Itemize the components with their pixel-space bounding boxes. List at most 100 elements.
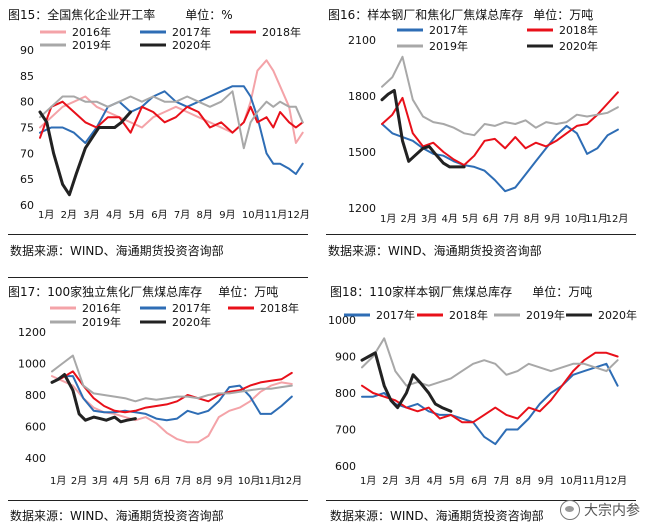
series-line-2019年 bbox=[51, 354, 293, 403]
y-tick-label: 1000 bbox=[328, 314, 356, 327]
x-tick-label: 5月 bbox=[449, 475, 465, 487]
y-tick-label: 800 bbox=[335, 387, 356, 400]
x-tick-label: 12月 bbox=[279, 475, 302, 487]
x-tick-label: 12月 bbox=[604, 475, 627, 487]
x-tick-label: 1月 bbox=[38, 209, 54, 221]
chart-unit: 单位：% bbox=[185, 8, 233, 22]
y-tick-label: 1200 bbox=[348, 202, 376, 215]
x-tick-label: 4月 bbox=[427, 475, 443, 487]
y-tick-label: 1500 bbox=[348, 146, 376, 159]
chart-p3-svg: 400 600 800 1000 1200 1月 2月 3月 4月 5月 6月 7月 8月 9月 10月11… bbox=[18, 301, 302, 487]
chart-divider bbox=[8, 500, 308, 501]
x-tick-label: 11月 bbox=[585, 213, 608, 225]
y-tick-label: 85 bbox=[20, 70, 34, 83]
chart-panel-p3: 图17：100家独立焦化厂焦煤总库存 单位：万吨 400 600 800 1000 120… bbox=[0, 262, 320, 526]
y-tick-label: 400 bbox=[25, 452, 46, 465]
y-tick-label: 75 bbox=[20, 122, 34, 135]
series-line-2016年 bbox=[39, 59, 304, 144]
y-tick-label: 1800 bbox=[348, 90, 376, 103]
chart-title-text: 图16：样本钢厂和焦化厂焦煤总库存 bbox=[328, 8, 524, 22]
x-tick-label: 5月 bbox=[462, 213, 478, 225]
chart-source: 数据来源：WIND、海通期货投资咨询部 bbox=[328, 244, 542, 258]
x-tick-label: 7月 bbox=[175, 475, 191, 487]
series-line-2018年 bbox=[361, 351, 619, 424]
chart-unit: 单位：万吨 bbox=[533, 8, 594, 22]
x-tick-label: 6月 bbox=[154, 475, 170, 487]
legend-label: 2018年 bbox=[559, 23, 598, 37]
legend-label: 2016年 bbox=[82, 301, 121, 315]
x-tick-label: 6月 bbox=[471, 475, 487, 487]
watermark: 大宗内参 bbox=[560, 500, 640, 520]
series-line-2019年 bbox=[39, 90, 304, 150]
chart-title: 图16：样本钢厂和焦化厂焦煤总库存 单位：万吨 bbox=[328, 6, 593, 23]
y-tick-label: 1000 bbox=[18, 358, 46, 371]
x-tick-label: 9月 bbox=[217, 475, 233, 487]
x-tick-label: 12月 bbox=[287, 209, 310, 221]
legend-label: 2019年 bbox=[526, 308, 565, 322]
chart-title: 图15：全国焦化企业开工率 单位：% bbox=[8, 6, 233, 23]
legend-label: 2019年 bbox=[429, 39, 468, 53]
series-line-2017年 bbox=[381, 123, 619, 193]
legend-label: 2020年 bbox=[559, 39, 598, 53]
x-tick-label: 2月 bbox=[382, 475, 398, 487]
x-tick-label: 9月 bbox=[538, 475, 554, 487]
x-tick-label: 7月 bbox=[493, 475, 509, 487]
chart-panel-p2: 图16：样本钢厂和焦化厂焦煤总库存 单位：万吨 1200 1500 1800 2100 1… bbox=[322, 0, 646, 262]
y-tick-label: 60 bbox=[20, 199, 34, 212]
series-line-2017年 bbox=[51, 375, 293, 422]
x-tick-label: 3月 bbox=[421, 213, 437, 225]
legend-label: 2016年 bbox=[72, 25, 111, 39]
chart-panel-p4: 图18：110家样本钢厂焦煤总库存 单位：万吨 600 700 800 900 1000 1… bbox=[322, 262, 646, 526]
watermark-label: 大宗内参 bbox=[584, 503, 640, 519]
series-line-2016年 bbox=[51, 375, 293, 444]
chart-source: 数据来源：WIND、海通期货投资咨询部 bbox=[330, 509, 544, 523]
x-tick-label: 11月 bbox=[582, 475, 605, 487]
series-line-2018年 bbox=[51, 370, 293, 414]
x-tick-label: 8月 bbox=[196, 475, 212, 487]
legend-label: 2017年 bbox=[172, 301, 211, 315]
series-line-2020年 bbox=[38, 110, 133, 197]
series-line-2019年 bbox=[361, 337, 619, 387]
x-tick-label: 2月 bbox=[71, 475, 87, 487]
x-tick-label: 1月 bbox=[50, 475, 66, 487]
x-tick-label: 2月 bbox=[401, 213, 417, 225]
x-tick-label: 5月 bbox=[133, 475, 149, 487]
chart-top-rule bbox=[8, 277, 308, 278]
chart-source: 数据来源：WIND、海通期货投资咨询部 bbox=[10, 244, 224, 258]
legend-label: 2018年 bbox=[449, 308, 488, 322]
y-tick-label: 900 bbox=[335, 351, 356, 364]
legend-label: 2020年 bbox=[598, 308, 637, 322]
legend-label: 2018年 bbox=[262, 25, 301, 39]
x-tick-label: 4月 bbox=[106, 209, 122, 221]
legend-label: 2018年 bbox=[260, 301, 299, 315]
chart-unit: 单位：万吨 bbox=[218, 285, 279, 299]
y-tick-label: 90 bbox=[20, 44, 34, 57]
legend-label: 2020年 bbox=[172, 315, 211, 329]
x-tick-label: 3月 bbox=[83, 209, 99, 221]
x-tick-label: 3月 bbox=[404, 475, 420, 487]
y-tick-label: 80 bbox=[20, 96, 34, 109]
legend-label: 2017年 bbox=[172, 25, 211, 39]
x-tick-label: 10月 bbox=[565, 213, 588, 225]
y-tick-label: 1200 bbox=[18, 326, 46, 339]
y-tick-label: 800 bbox=[25, 389, 46, 402]
chart-title: 图18：110家样本钢厂焦煤总库存 单位：万吨 bbox=[330, 283, 592, 300]
x-tick-label: 2月 bbox=[61, 209, 77, 221]
wechat-icon bbox=[560, 500, 580, 520]
x-tick-label: 10月 bbox=[238, 475, 261, 487]
legend-label: 2017年 bbox=[376, 308, 415, 322]
legend-label: 2017年 bbox=[429, 23, 468, 37]
legend-label: 2020年 bbox=[172, 38, 211, 52]
x-tick-label: 9月 bbox=[544, 213, 560, 225]
chart-divider bbox=[326, 234, 636, 235]
x-tick-label: 9月 bbox=[219, 209, 235, 221]
series-line-2018年 bbox=[381, 91, 619, 167]
x-tick-label: 11月 bbox=[259, 475, 282, 487]
series-line-2019年 bbox=[381, 55, 619, 137]
x-tick-label: 4月 bbox=[113, 475, 129, 487]
x-tick-label: 7月 bbox=[174, 209, 190, 221]
series-line-2020年 bbox=[360, 351, 453, 413]
x-tick-label: 8月 bbox=[524, 213, 540, 225]
chart-title-text: 图17：100家独立焦化厂焦煤总库存 bbox=[8, 285, 203, 299]
x-tick-label: 1月 bbox=[380, 213, 396, 225]
